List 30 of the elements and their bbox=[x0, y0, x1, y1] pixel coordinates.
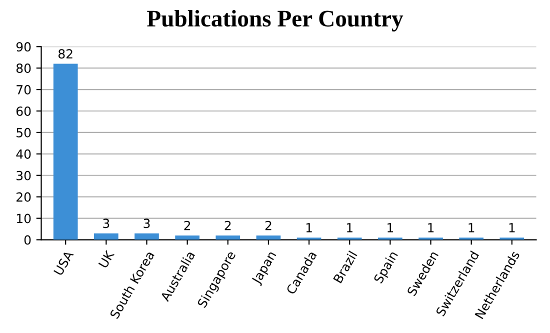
data-label: 1 bbox=[306, 223, 312, 232]
y-tick-label: 60 bbox=[16, 106, 31, 116]
data-label: 2 bbox=[265, 220, 272, 230]
bar bbox=[256, 235, 281, 240]
data-label: 2 bbox=[224, 220, 231, 230]
bar bbox=[134, 233, 159, 240]
y-tick-label: 20 bbox=[16, 192, 31, 202]
y-tick-label: 0 bbox=[24, 235, 31, 245]
y-tick-label: 70 bbox=[16, 85, 31, 94]
data-label: 1 bbox=[388, 223, 394, 232]
chart-title: Publications Per Country bbox=[147, 10, 404, 32]
bar bbox=[216, 235, 240, 240]
data-label: 3 bbox=[144, 218, 150, 228]
data-label: 3 bbox=[103, 218, 110, 228]
data-label: 2 bbox=[184, 220, 190, 230]
bar bbox=[94, 233, 118, 240]
x-tick-label: UK bbox=[98, 249, 115, 268]
y-tick-label: 80 bbox=[16, 64, 31, 74]
y-tick-label: 90 bbox=[16, 42, 31, 52]
bar bbox=[53, 64, 78, 240]
bar bbox=[175, 235, 200, 240]
y-tick-label: 10 bbox=[16, 214, 31, 224]
data-label: 1 bbox=[509, 223, 515, 232]
data-label: 1 bbox=[347, 223, 352, 232]
data-label: 82 bbox=[58, 49, 72, 59]
y-tick-label: 50 bbox=[16, 128, 31, 138]
data-label: 1 bbox=[468, 223, 474, 232]
y-tick-label: 30 bbox=[16, 170, 31, 180]
y-tick-label: 40 bbox=[16, 149, 31, 159]
data-label: 1 bbox=[428, 223, 434, 232]
